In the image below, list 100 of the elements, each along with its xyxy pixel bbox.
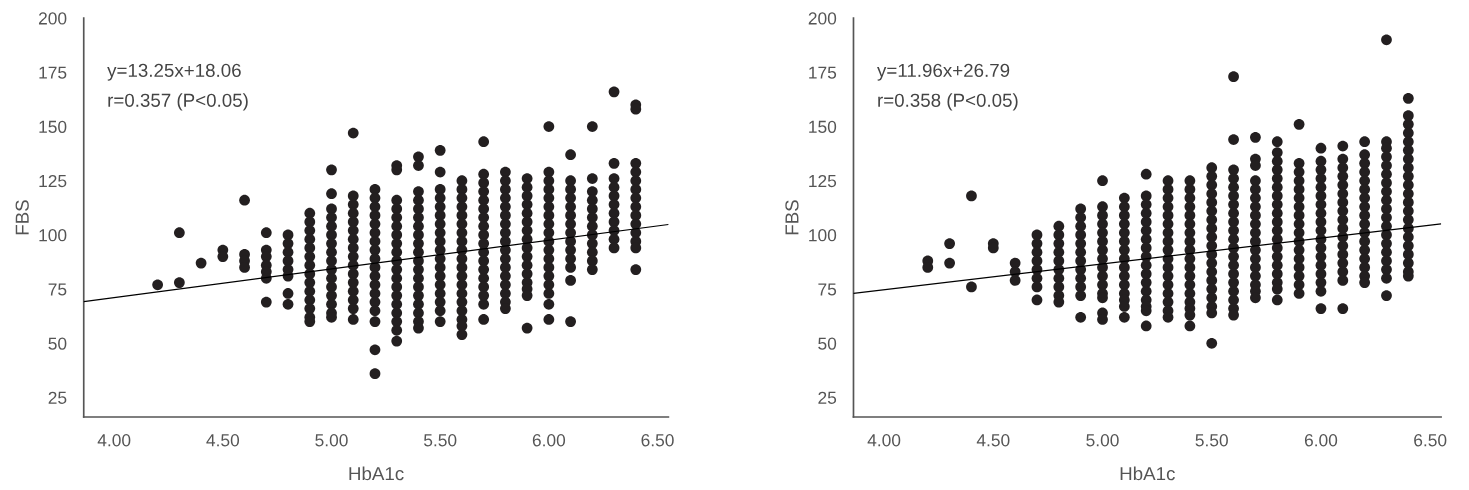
point: [369, 368, 381, 380]
point: [500, 262, 511, 273]
x-tick-label: 4.00: [97, 434, 131, 447]
point: [195, 257, 207, 269]
point: [326, 220, 337, 232]
point: [413, 212, 424, 223]
point: [521, 322, 533, 334]
y-tick-label: 150: [809, 120, 837, 133]
point: [1250, 262, 1261, 273]
y-tick-label: 100: [39, 229, 67, 242]
point: [413, 160, 424, 171]
y-tick-label: 25: [818, 391, 837, 404]
point: [413, 290, 424, 301]
point: [565, 262, 576, 273]
y-tick-label: 50: [48, 337, 67, 350]
point: [944, 257, 955, 269]
point: [1250, 131, 1261, 143]
point: [1097, 236, 1108, 247]
point: [1075, 238, 1087, 249]
point: [456, 329, 468, 340]
point: [1359, 136, 1371, 148]
point: [347, 127, 359, 139]
point: [1184, 320, 1196, 332]
y-tick-label: 75: [818, 283, 837, 296]
point: [586, 121, 598, 132]
point: [1140, 168, 1152, 180]
y-tick-label: 200: [38, 12, 67, 25]
point: [966, 190, 977, 202]
point: [478, 186, 490, 197]
point: [1359, 236, 1371, 247]
point: [543, 298, 555, 310]
point: [260, 227, 272, 239]
point: [966, 281, 977, 293]
point: [1337, 275, 1349, 286]
point: [608, 242, 620, 254]
point: [1140, 320, 1152, 332]
point: [565, 316, 576, 327]
point: [1118, 236, 1130, 247]
point: [1271, 136, 1283, 148]
point: [369, 344, 381, 356]
point: [1228, 199, 1239, 210]
point: [478, 314, 490, 325]
point: [326, 164, 337, 176]
point: [478, 212, 490, 223]
point: [1228, 71, 1239, 83]
point: [1337, 303, 1349, 314]
y-tick-label: 200: [808, 12, 837, 25]
point: [1118, 210, 1130, 221]
point: [1359, 262, 1371, 273]
point: [260, 296, 272, 308]
annotation: y=13.25x+18.06: [107, 63, 241, 81]
point: [1118, 311, 1130, 323]
point: [173, 227, 185, 239]
point: [1097, 210, 1108, 221]
point: [608, 157, 620, 169]
y-axis-title: FBS: [785, 200, 799, 235]
point: [500, 210, 511, 221]
point: [1097, 218, 1108, 230]
point: [1206, 223, 1218, 234]
y-tick-label: 25: [48, 391, 67, 404]
point: [326, 238, 337, 249]
point: [239, 194, 250, 206]
y-tick-label: 150: [39, 120, 67, 133]
point: [413, 186, 424, 197]
y-tick-label: 125: [39, 174, 67, 188]
x-tick-label: 4.00: [867, 434, 901, 447]
point: [608, 86, 620, 98]
point: [1402, 92, 1414, 104]
x-tick-label: 5.50: [1195, 434, 1228, 447]
point: [1097, 175, 1108, 187]
point: [326, 188, 337, 200]
x-tick-label: 4.50: [206, 434, 240, 447]
annotation: r=0.357 (P<0.05): [108, 93, 248, 111]
point: [630, 264, 642, 275]
point: [565, 275, 576, 286]
point: [565, 149, 576, 161]
y-tick-label: 75: [48, 283, 67, 296]
x-tick-label: 5.00: [315, 434, 348, 447]
point: [413, 238, 424, 249]
point: [586, 238, 598, 249]
point: [1206, 197, 1218, 208]
point: [369, 316, 381, 327]
point: [1031, 294, 1043, 306]
point: [478, 136, 490, 148]
point: [1381, 186, 1392, 197]
point: [1359, 210, 1371, 221]
point: [1381, 212, 1392, 223]
point: [500, 288, 511, 299]
point: [1402, 249, 1414, 260]
point: [1381, 194, 1392, 206]
point: [391, 335, 403, 347]
point: [1075, 290, 1087, 301]
x-tick-label: 5.00: [1086, 434, 1119, 447]
point: [347, 303, 359, 314]
point: [1228, 225, 1239, 236]
y-tick-label: 100: [809, 229, 837, 242]
y-axis-title: FBS: [15, 200, 29, 235]
point: [282, 298, 294, 310]
point: [586, 264, 598, 275]
point: [434, 316, 446, 327]
